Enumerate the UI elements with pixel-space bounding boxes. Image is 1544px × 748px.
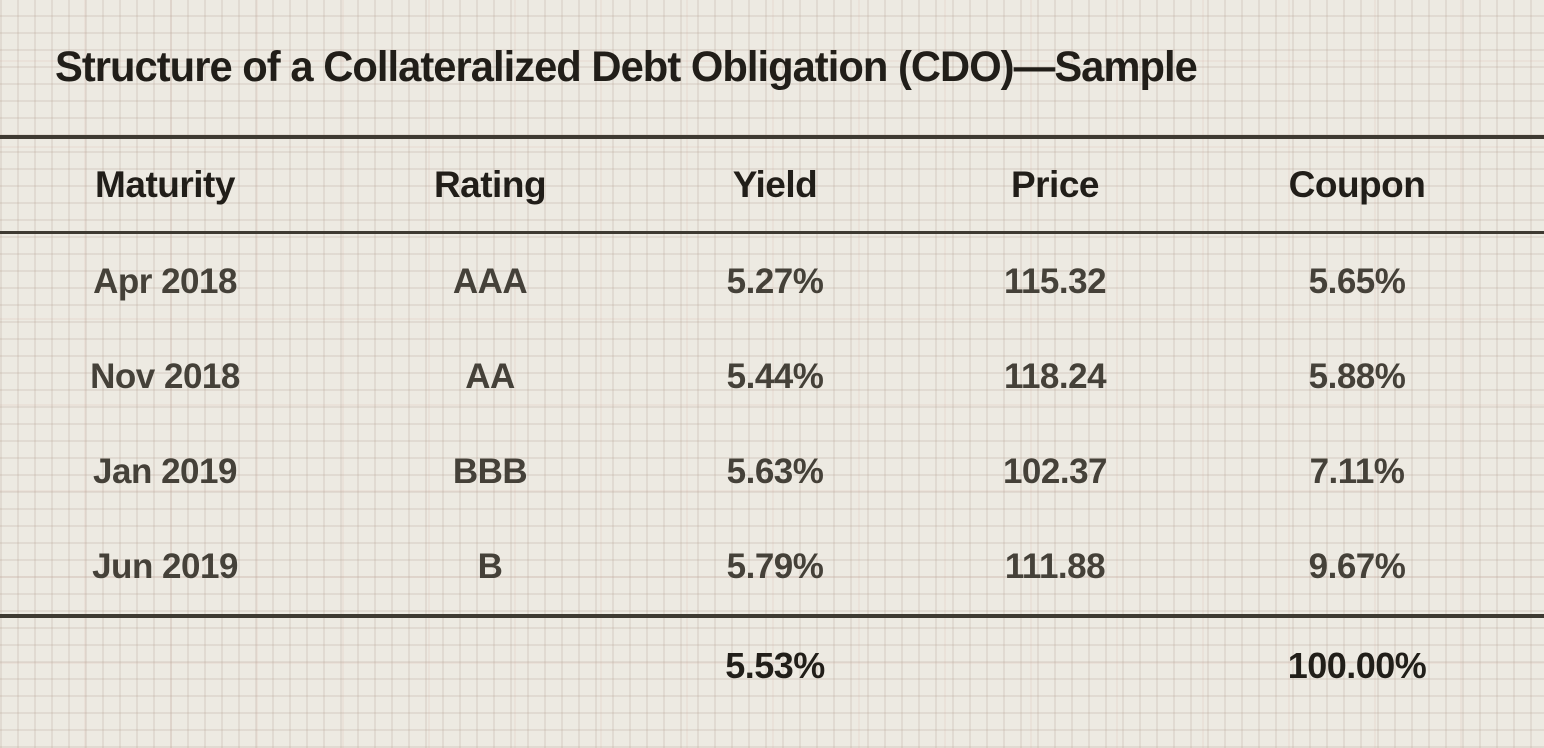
cell-rating: AA bbox=[465, 356, 515, 396]
cell-rating: B bbox=[477, 546, 503, 586]
column-header-maturity: Maturity bbox=[95, 164, 235, 205]
title-block: Structure of a Collateralized Debt Oblig… bbox=[0, 0, 1544, 135]
table-summary-row: 5.53% 100.00% bbox=[0, 618, 1544, 713]
table-row: Apr 2018 AAA 5.27% 115.32 5.65% bbox=[0, 234, 1544, 329]
table-header-row: Maturity Rating Yield Price Coupon bbox=[0, 139, 1544, 231]
cell-coupon: 5.65% bbox=[1308, 261, 1406, 301]
cell-coupon: 9.67% bbox=[1308, 546, 1406, 586]
rule-above-summary bbox=[0, 614, 1544, 618]
cell-maturity: Nov 2018 bbox=[90, 356, 240, 396]
cell-maturity: Jan 2019 bbox=[93, 451, 237, 491]
summary-yield-total: 5.53% bbox=[725, 644, 825, 686]
cell-price: 111.88 bbox=[1004, 546, 1106, 586]
table-row: Nov 2018 AA 5.44% 118.24 5.88% bbox=[0, 329, 1544, 424]
cell-rating: AAA bbox=[452, 261, 528, 301]
column-header-yield: Yield bbox=[732, 164, 818, 205]
rule-below-header bbox=[0, 231, 1544, 234]
cell-yield: 5.63% bbox=[726, 451, 824, 491]
cell-yield: 5.44% bbox=[726, 356, 824, 396]
cell-maturity: Jun 2019 bbox=[92, 546, 238, 586]
cell-price: 115.32 bbox=[1003, 261, 1107, 301]
cell-yield: 5.79% bbox=[726, 546, 824, 586]
column-header-rating: Rating bbox=[433, 164, 547, 205]
column-header-price: Price bbox=[1010, 164, 1100, 205]
summary-coupon-total: 100.00% bbox=[1287, 644, 1427, 686]
cell-maturity: Apr 2018 bbox=[93, 261, 237, 301]
column-header-coupon: Coupon bbox=[1288, 164, 1426, 205]
cell-yield: 5.27% bbox=[726, 261, 824, 301]
figure-title: Structure of a Collateralized Debt Oblig… bbox=[55, 43, 1198, 91]
cell-price: 118.24 bbox=[1003, 356, 1107, 396]
table-row: Jun 2019 B 5.79% 111.88 9.67% bbox=[0, 519, 1544, 614]
rule-below-title bbox=[0, 135, 1544, 139]
cell-coupon: 5.88% bbox=[1308, 356, 1406, 396]
cell-price: 102.37 bbox=[1002, 451, 1108, 491]
table-row: Jan 2019 BBB 5.63% 102.37 7.11% bbox=[0, 424, 1544, 519]
cell-coupon: 7.11% bbox=[1309, 451, 1405, 491]
cell-rating: BBB bbox=[452, 451, 528, 491]
